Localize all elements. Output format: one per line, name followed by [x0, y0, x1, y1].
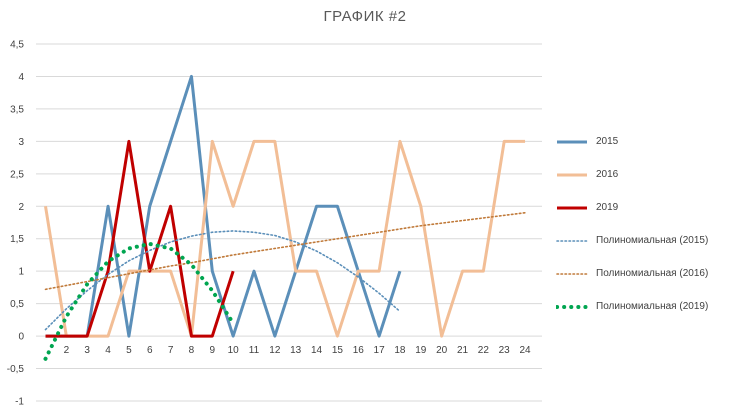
chart-title: ГРАФИК #2 [323, 8, 407, 25]
y-tick-label: 1 [18, 267, 24, 278]
y-tick-label: 0 [18, 332, 24, 343]
legend-label: 2019 [596, 202, 619, 213]
y-tick-label: 1,5 [10, 234, 24, 245]
legend-item: 2019 [556, 191, 730, 224]
x-tick-label: 14 [311, 345, 323, 356]
legend-label: Полиномиальная (2016) [596, 268, 709, 279]
x-tick-label: 4 [105, 345, 111, 356]
x-tick-label: 17 [374, 345, 386, 356]
x-tick-label: 12 [269, 345, 281, 356]
x-tick-label: 16 [353, 345, 365, 356]
x-tick-label: 7 [168, 345, 174, 356]
series-line-2016 [44, 139, 526, 338]
legend-swatch [556, 138, 588, 146]
legend-item: 2015 [556, 125, 730, 158]
x-tick-labels: 2 3 4 5 6 7 8 9 10 11 12 13 14 15 16 17 18 19 20 21 22 23 24 [64, 345, 531, 356]
legend-item: Полиномиальная (2015) [556, 224, 730, 257]
x-tick-label: 22 [478, 345, 490, 356]
legend-label: Полиномиальная (2015) [596, 235, 709, 246]
x-tick-label: 6 [147, 345, 153, 356]
x-tick-label: 8 [189, 345, 195, 356]
legend-item: Полиномиальная (2016) [556, 257, 730, 290]
y-tick-label: 4,5 [10, 40, 24, 51]
x-tick-label: 18 [394, 345, 406, 356]
x-tick-label: 9 [210, 345, 216, 356]
series-line-2015 [44, 230, 401, 331]
x-tick-label: 10 [228, 345, 240, 356]
y-tick-label: 3,5 [10, 104, 24, 115]
x-tick-label: 5 [126, 345, 132, 356]
y-tick-label: 2,5 [10, 169, 24, 180]
series-line-2016 [44, 211, 526, 291]
series-line-2019 [43, 241, 236, 361]
series-group [43, 74, 526, 361]
legend-swatch [556, 303, 588, 311]
y-tick-labels: -1 -0,5 0 0,5 1 1,5 2 2,5 3 3,5 4 4,5 [7, 40, 25, 408]
legend-swatch [556, 237, 588, 245]
series-line-2019 [45, 139, 235, 338]
x-tick-label: 3 [84, 345, 90, 356]
y-tick-label: 2 [18, 202, 24, 213]
y-gridlines [36, 43, 542, 402]
x-tick-label: 23 [499, 345, 511, 356]
legend-swatch [556, 171, 588, 179]
y-tick-label: 3 [18, 137, 24, 148]
y-tick-label: -0,5 [7, 364, 25, 375]
legend: 2015 2016 2019 Полиномиальная (2015) Полином… [556, 125, 730, 323]
y-tick-label: 4 [18, 72, 24, 83]
x-tick-label: 2 [64, 345, 70, 356]
x-tick-label: 24 [519, 345, 531, 356]
x-tick-label: 13 [290, 345, 302, 356]
x-tick-label: 21 [457, 345, 469, 356]
x-tick-label: 20 [436, 345, 448, 356]
x-tick-label: 15 [332, 345, 344, 356]
legend-item: 2016 [556, 158, 730, 191]
y-tick-label: 0,5 [10, 299, 24, 310]
legend-label: Полиномиальная (2019) [596, 301, 709, 312]
legend-label: 2016 [596, 169, 619, 180]
x-tick-label: 11 [249, 345, 260, 356]
legend-swatch [556, 270, 588, 278]
legend-label: 2015 [596, 136, 619, 147]
legend-item: Полиномиальная (2019) [556, 290, 730, 323]
x-tick-label: 19 [415, 345, 427, 356]
legend-swatch [556, 204, 588, 212]
y-tick-label: -1 [15, 397, 24, 408]
